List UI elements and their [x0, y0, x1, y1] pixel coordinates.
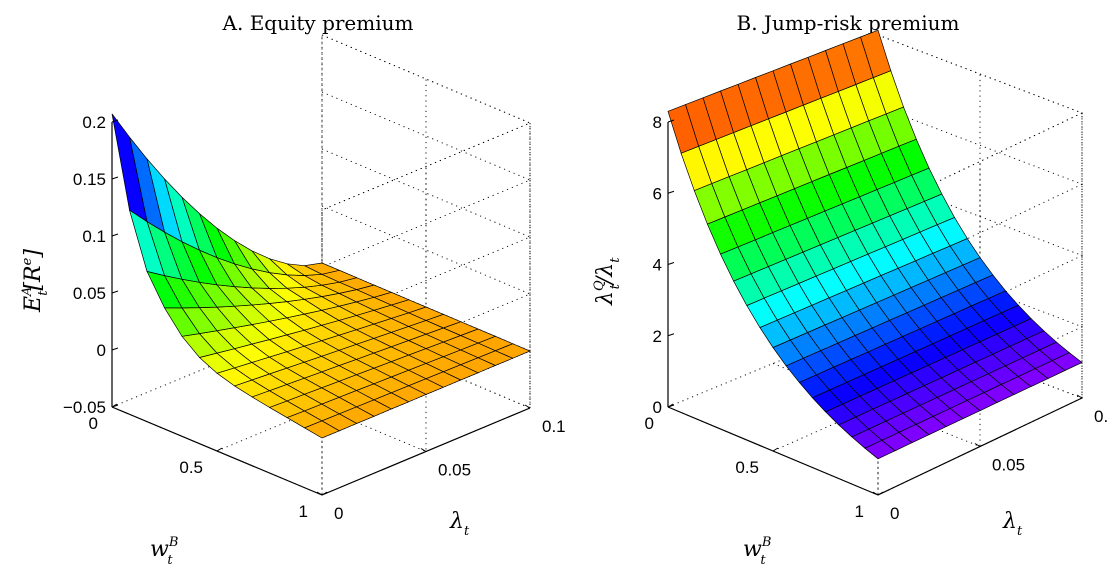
z-tick-label: −0.05 [63, 398, 106, 417]
z-tick-mark [667, 333, 675, 337]
z-tick-mark [667, 119, 675, 123]
z-tick-mark [111, 176, 119, 180]
z-tick-label: 8 [653, 113, 662, 132]
panel-b-y-axis-label: λt [1002, 509, 1023, 539]
w-tick-label: 0.5 [735, 458, 759, 477]
panel-a-surface [111, 113, 531, 439]
z-tick-mark [111, 119, 119, 123]
w-tick-label: 0 [89, 414, 98, 433]
z-tick-mark [667, 190, 675, 194]
panel-a-z-axis-label: EAt[Re] [20, 249, 51, 313]
lambda-tick-mark [872, 491, 879, 496]
panel-b-title: B. Jump-risk premium [737, 11, 960, 35]
z-tick-label: 4 [653, 256, 662, 275]
w-tick-mark [877, 491, 884, 496]
grid-w-line [772, 74, 981, 452]
panel-b-x-axis-label: wB t [743, 535, 771, 568]
z-tick-label: 0 [653, 398, 662, 417]
lambda-tick-mark [524, 404, 531, 409]
surface-patch [111, 113, 148, 223]
panel-b-surface [667, 29, 1083, 460]
panel-b-jump-risk-premium: B. Jump-risk premium 0246800.5100.050.1 … [592, 11, 1109, 568]
w-tick-label: 0 [645, 414, 654, 433]
grid-w-line [216, 79, 427, 452]
lambda-tick-mark [1076, 394, 1083, 399]
lambda-tick-label: 0 [334, 504, 343, 523]
w-tick-mark [667, 403, 674, 408]
z-tick-mark [111, 347, 119, 351]
z-tick-label: 0 [97, 341, 106, 360]
w-tick-mark [216, 447, 223, 452]
lambda-tick-mark [420, 448, 427, 452]
lambda-tick-mark [316, 491, 323, 496]
w-tick-label: 1 [299, 502, 308, 521]
grid-lambda-line [216, 166, 427, 453]
panel-b-z-axis-label: λQt/λt [592, 257, 623, 306]
z-tick-mark [667, 262, 675, 265]
z-tick-mark [111, 290, 119, 294]
panel-a-equity-premium: A. Equity premium −0.0500.050.10.150.200… [20, 11, 566, 568]
z-tick-label: 2 [653, 327, 662, 346]
w-tick-label: 1 [855, 502, 864, 521]
z-tick-label: 0.1 [82, 227, 106, 246]
w-tick-mark [111, 403, 118, 408]
z-tick-label: 0.05 [73, 284, 106, 303]
surface-patch [667, 104, 700, 154]
lambda-tick-label: 0.05 [438, 461, 471, 480]
lambda-tick-label: 0.1 [542, 417, 566, 436]
panel-a-title: A. Equity premium [222, 11, 414, 35]
lambda-tick-label: 0.1 [1094, 407, 1109, 426]
z-tick-mark [111, 233, 119, 237]
z-tick-label: 6 [653, 184, 662, 203]
lambda-tick-mark [974, 443, 981, 447]
w-tick-mark [772, 447, 779, 452]
z-tick-label: 0.15 [73, 170, 106, 189]
panel-b-ticks: 0 2 4 6 8 0 0.5 1 0 0.05 0.1 [645, 113, 1109, 523]
panel-a-x-axis-label: wB t [150, 535, 178, 568]
z-tick-label: 0.2 [82, 113, 106, 132]
w-tick-label: 0.5 [179, 458, 203, 477]
lambda-tick-label: 0 [890, 504, 899, 523]
lambda-tick-label: 0.05 [992, 456, 1025, 475]
grid-top-edge [877, 34, 1084, 211]
w-tick-mark [321, 491, 328, 496]
panel-a-y-axis-label: λt [449, 509, 470, 539]
